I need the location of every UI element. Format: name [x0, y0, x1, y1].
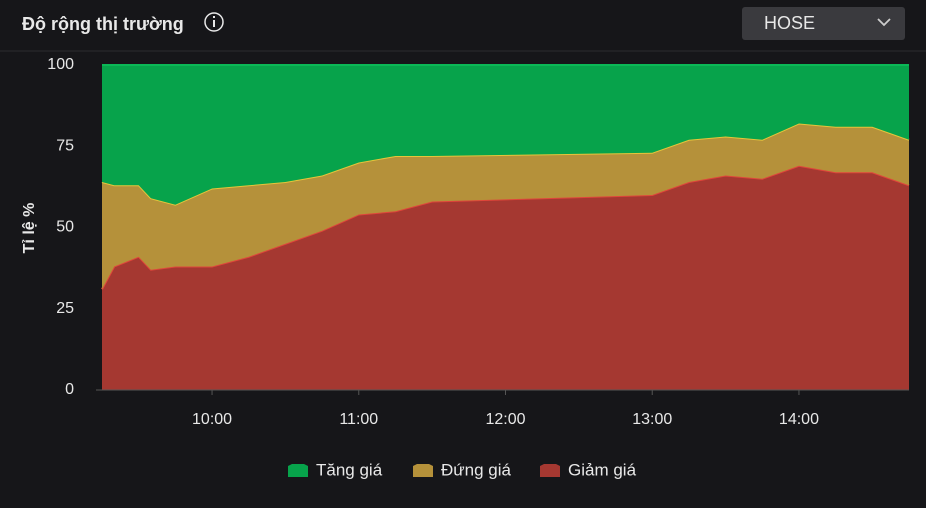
- legend-item[interactable]: Giảm giá: [540, 460, 637, 479]
- legend-item[interactable]: Tăng giá: [288, 460, 383, 479]
- x-tick-label: 10:00: [192, 411, 232, 428]
- x-tick-label: 13:00: [632, 411, 672, 428]
- area: [102, 165, 909, 390]
- widget-title: Độ rộng thị trường: [22, 14, 184, 34]
- x-tick-label: 14:00: [779, 411, 819, 428]
- legend-icon: [413, 464, 433, 477]
- y-tick-label: 100: [47, 56, 74, 73]
- legend-label: Đứng giá: [441, 460, 512, 479]
- legend-icon: [540, 464, 560, 477]
- y-tick-label: 25: [56, 300, 74, 317]
- legend-icon: [288, 464, 308, 477]
- x-tick-label: 11:00: [339, 411, 378, 428]
- area-edge: [101, 164, 910, 290]
- area: [102, 65, 909, 205]
- exchange-dropdown[interactable]: HOSE: [742, 7, 905, 40]
- legend-label: Tăng giá: [316, 460, 383, 479]
- plot-area: 0 25 50 75 100 10:00 11:00 12:00 13:00 14:00: [47, 56, 910, 428]
- y-tick-label: 50: [56, 219, 74, 236]
- dropdown-value: HOSE: [764, 13, 815, 33]
- y-tick-label: 75: [56, 137, 74, 154]
- info-icon[interactable]: [204, 12, 224, 32]
- y-axis-label: Tỉ lệ %: [21, 203, 38, 254]
- area: [102, 123, 909, 290]
- x-tick-label: 12:00: [485, 411, 525, 428]
- legend-item[interactable]: Đứng giá: [413, 460, 512, 479]
- y-tick-label: 0: [65, 381, 74, 398]
- legend-label: Giảm giá: [568, 460, 637, 479]
